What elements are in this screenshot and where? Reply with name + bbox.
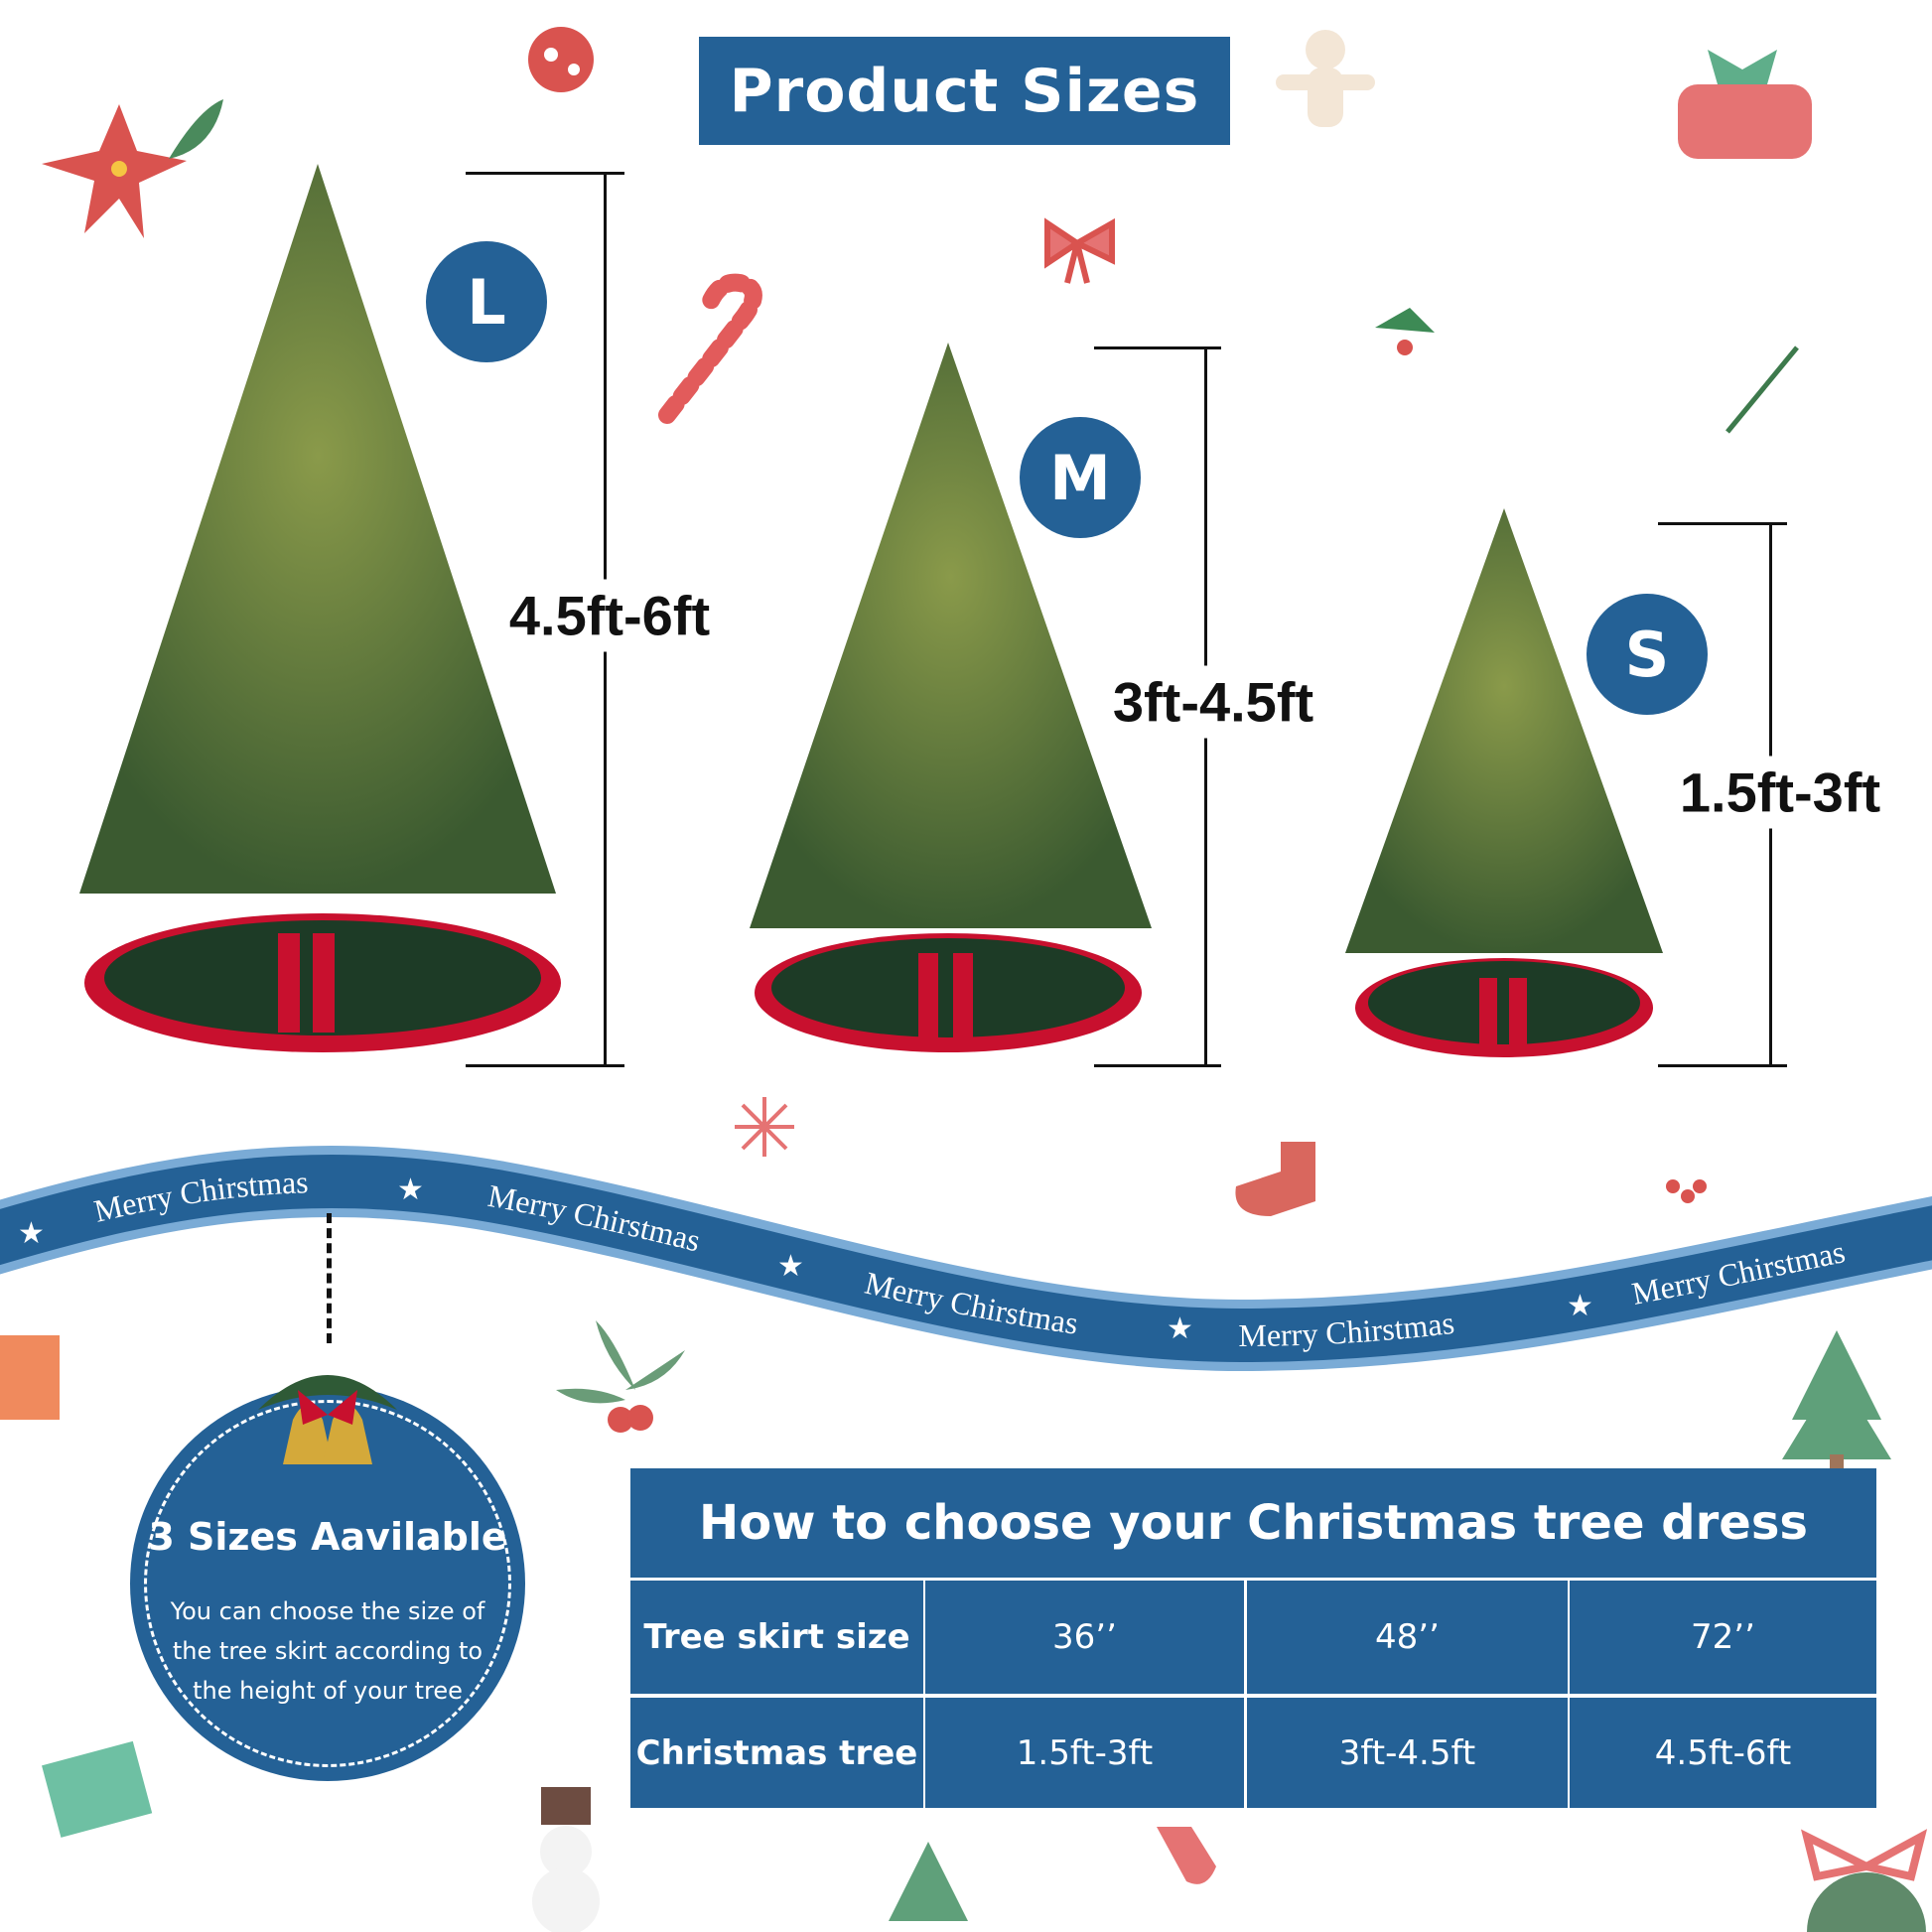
poinsettia-icon xyxy=(42,104,187,238)
size-badge-medium: M xyxy=(1020,417,1141,538)
gift-box-icon xyxy=(0,1335,153,1838)
row-label-skirt-size: Tree skirt size xyxy=(630,1581,923,1694)
connector-dashed-line xyxy=(327,1213,332,1343)
table-cell: 4.5ft-6ft xyxy=(1570,1698,1876,1808)
star-icon: ★ xyxy=(1167,1311,1193,1346)
size-range-large: 4.5ft-6ft xyxy=(508,579,711,652)
holly-leaves-icon xyxy=(556,1320,685,1433)
size-badge-large: L xyxy=(426,241,547,362)
leaf-icon xyxy=(169,99,223,159)
measure-top-small xyxy=(1658,522,1787,525)
candy-cane-icon xyxy=(658,273,762,424)
stocking-icon xyxy=(1235,1142,1315,1216)
size-range-small: 1.5ft-3ft xyxy=(1679,756,1881,829)
snowman-icon xyxy=(532,1787,600,1932)
bow-icon xyxy=(1044,217,1115,284)
holly-icon xyxy=(1375,308,1435,355)
measure-top-large xyxy=(466,172,624,175)
table-cell: 72’’ xyxy=(1570,1581,1876,1694)
page-title: Product Sizes xyxy=(699,37,1230,145)
gift-ornament-icon xyxy=(1678,50,1812,159)
size-range-medium: 3ft-4.5ft xyxy=(1112,665,1314,739)
tree-small xyxy=(1345,508,1663,1057)
snowflake-icon xyxy=(735,1097,794,1157)
star-icon: ★ xyxy=(777,1249,804,1284)
measure-bottom-medium xyxy=(1094,1064,1221,1067)
sizes-available-text: You can choose the size of the tree skir… xyxy=(170,1597,485,1705)
size-badge-small: S xyxy=(1587,594,1708,715)
star-icon: ★ xyxy=(397,1173,424,1207)
ornament-bottom-icon xyxy=(1801,1829,1928,1932)
star-icon: ★ xyxy=(18,1216,45,1251)
measure-bottom-small xyxy=(1658,1064,1787,1067)
measure-top-medium xyxy=(1094,346,1221,349)
mitten-icon xyxy=(1157,1827,1216,1884)
table-cell: 3ft-4.5ft xyxy=(1247,1698,1568,1808)
tree-medium xyxy=(750,343,1152,1052)
table-cell: 1.5ft-3ft xyxy=(925,1698,1244,1808)
star-icon: ★ xyxy=(1567,1289,1593,1323)
small-tree-icon xyxy=(889,1842,968,1921)
dashed-ring xyxy=(144,1400,511,1767)
gingerbread-icon xyxy=(1276,30,1375,127)
berries-icon xyxy=(1666,1179,1707,1203)
table-cell: 36’’ xyxy=(925,1581,1244,1694)
ornament-icon xyxy=(528,27,594,92)
size-guide-table: How to choose your Christmas tree dress … xyxy=(630,1468,1876,1808)
row-label-tree-height: Christmas tree xyxy=(630,1698,923,1808)
sizes-available-title: 3 Sizes Aavilable xyxy=(148,1515,507,1559)
bells-icon xyxy=(258,1375,397,1464)
table-title: How to choose your Christmas tree dress xyxy=(630,1468,1876,1578)
trees-layer xyxy=(79,164,1663,1057)
branch-icon xyxy=(1725,345,1799,434)
measure-bottom-large xyxy=(466,1064,624,1067)
tree-large xyxy=(79,164,561,1052)
table-cell: 48’’ xyxy=(1247,1581,1568,1694)
